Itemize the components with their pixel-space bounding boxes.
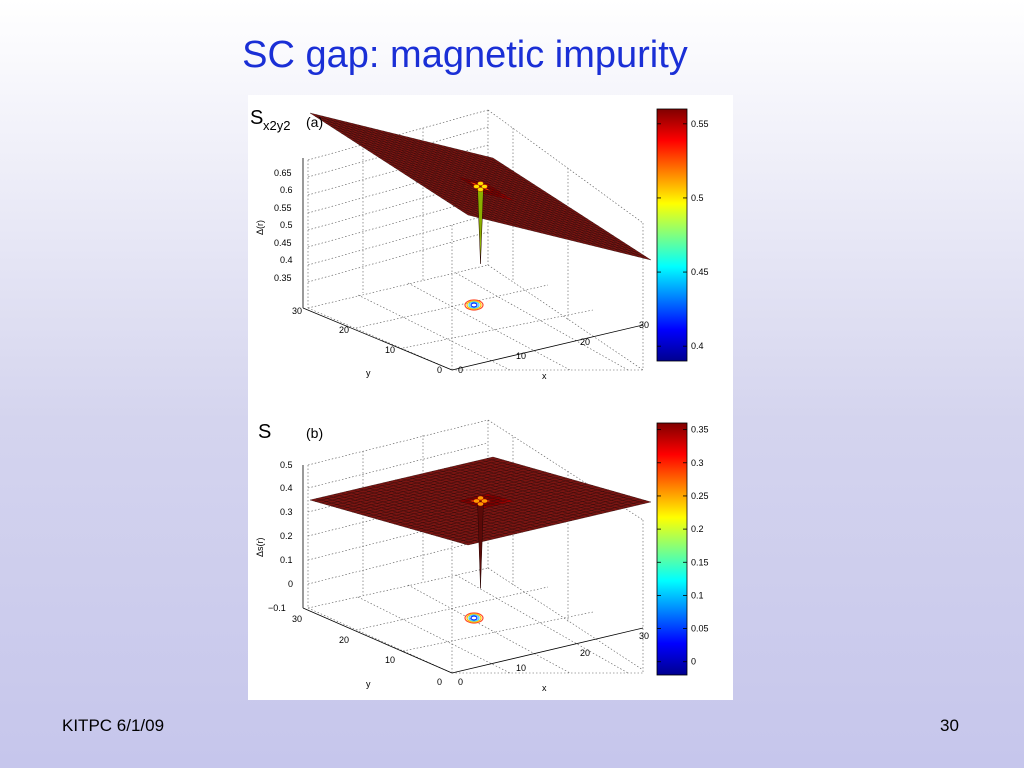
impurity-lobe <box>477 501 484 507</box>
impurity-lobe <box>473 184 480 189</box>
panel-a-ztick: 0.65 <box>274 168 292 178</box>
panel-b-xtick: 30 <box>639 631 649 641</box>
panel-a-xlabel: x <box>542 371 547 381</box>
colorbar-tick-label: 0.4 <box>691 341 704 351</box>
colorbar-tick-label: 0.45 <box>691 267 709 277</box>
colorbar-tick-label: 0.15 <box>691 557 709 567</box>
surface-plots: 0.35 0.4 0.45 0.5 0.55 0.6 0.65 Δ(r) 30 … <box>250 107 709 693</box>
panel-a-ytick: 20 <box>339 325 349 335</box>
panel-b-ztick: 0.4 <box>280 483 293 493</box>
colorbar-tick-label: 0.5 <box>691 193 704 203</box>
footer-left: KITPC 6/1/09 <box>62 716 165 735</box>
contour-line <box>464 612 484 624</box>
panel-a: 0.35 0.4 0.45 0.5 0.55 0.6 0.65 Δ(r) 30 … <box>250 107 709 381</box>
panel-a-contour <box>464 299 484 311</box>
impurity-lobe <box>481 498 488 504</box>
panel-b-grid <box>307 419 644 674</box>
panel-a-ztick: 0.5 <box>280 220 293 230</box>
page-number: 30 <box>940 716 959 735</box>
panel-a-xtick: 10 <box>516 351 526 361</box>
panel-b-ytick: 0 <box>437 677 442 687</box>
colorbar-tick-label: 0.1 <box>691 590 704 600</box>
contour-line <box>468 301 480 309</box>
panel-a-xtick: 20 <box>580 337 590 347</box>
panel-a-ylabel: y <box>366 368 371 378</box>
contour-line <box>466 613 482 623</box>
impurity-lobe <box>477 187 484 192</box>
panel-a-yticks: 30 20 10 0 <box>292 306 442 375</box>
panel-a-colorbar: 0.4 0.45 0.5 0.55 <box>656 108 709 362</box>
panel-a-xticks: 0 10 20 30 <box>458 320 649 375</box>
panel-a-ztick: 0.45 <box>274 238 292 248</box>
panel-a-impurity-dip <box>473 181 488 264</box>
panel-b-ytick: 20 <box>339 635 349 645</box>
colorbar-tick-label: 0.55 <box>691 119 709 129</box>
figure: 0.35 0.4 0.45 0.5 0.55 0.6 0.65 Δ(r) 30 … <box>248 95 733 700</box>
panel-b-ztick: 0.2 <box>280 531 293 541</box>
panel-a-ztick: 0.6 <box>280 185 293 195</box>
panel-a-ztick: 0.35 <box>274 273 292 283</box>
panel-b-contour <box>464 612 484 624</box>
panel-a-symbol: S <box>250 107 263 129</box>
panel-a-ytick: 0 <box>437 365 442 375</box>
colorbar-tick-label: 0.2 <box>691 524 704 534</box>
slide-title: SC gap: magnetic impurity <box>242 34 688 76</box>
panel-b-zlabel: Δs(r) <box>255 537 265 557</box>
panel-b-yticks: 30 20 10 0 <box>292 614 442 687</box>
contour-line <box>464 299 484 311</box>
contour-line <box>466 300 482 310</box>
panel-b-label: (b) <box>306 425 323 441</box>
panel-a-colorbar-bar <box>656 108 688 362</box>
panel-b-ylabel: y <box>366 679 371 689</box>
impurity-lobe <box>477 495 484 501</box>
contour-line <box>468 614 480 622</box>
panel-b-ztick: 0.3 <box>280 507 293 517</box>
colorbar-tick-label: 0.25 <box>691 491 709 501</box>
panel-a-symbol-subscript: x2y2 <box>263 118 290 133</box>
surface-cell <box>639 254 652 261</box>
panel-b-ztick: −0.1 <box>268 603 286 613</box>
panel-a-xtick: 0 <box>458 365 463 375</box>
panel-b-ztick: 0.1 <box>280 555 293 565</box>
panel-b-xlabel: x <box>542 683 547 693</box>
panel-b: −0.1 0 0.1 0.2 0.3 0.4 0.5 Δs(r) 30 20 1… <box>255 419 709 693</box>
panel-b-surface <box>309 456 652 546</box>
impurity-spike <box>477 186 484 264</box>
panel-a-ytick: 30 <box>292 306 302 316</box>
panel-b-symbol: S <box>258 421 271 443</box>
colorbar-tick-label: 0.05 <box>691 624 709 634</box>
panel-a-ztick: 0.55 <box>274 203 292 213</box>
panel-b-impurity-dip <box>473 495 488 589</box>
colorbar-tick-label: 0.3 <box>691 458 704 468</box>
panel-b-ytick: 10 <box>385 655 395 665</box>
panel-b-xtick: 10 <box>516 663 526 673</box>
impurity-lobe <box>477 181 484 186</box>
panel-b-xticks: 0 10 20 30 <box>458 631 649 687</box>
panel-a-ytick: 10 <box>385 345 395 355</box>
panel-a-grid <box>307 109 644 371</box>
panel-b-xtick: 20 <box>580 648 590 658</box>
panel-a-zlabel: Δ(r) <box>255 220 265 235</box>
panel-a-ztick: 0.4 <box>280 255 293 265</box>
impurity-spike <box>477 500 484 589</box>
contour-line <box>470 615 478 621</box>
panel-a-xtick: 30 <box>639 320 649 330</box>
surface-cell <box>638 500 652 504</box>
panel-a-zticks: 0.35 0.4 0.45 0.5 0.55 0.6 0.65 <box>274 168 293 283</box>
panel-a-label: (a) <box>306 114 323 130</box>
colorbar-tick-label: 0.35 <box>691 425 709 435</box>
contour-line <box>470 302 478 308</box>
impurity-lobe <box>481 184 488 189</box>
colorbar-tick-label: 0 <box>691 657 696 667</box>
panel-b-ztick: 0 <box>288 579 293 589</box>
panel-b-ztick: 0.5 <box>280 460 293 470</box>
panel-b-xtick: 0 <box>458 677 463 687</box>
panel-b-ytick: 30 <box>292 614 302 624</box>
panel-b-zticks: −0.1 0 0.1 0.2 0.3 0.4 0.5 <box>268 460 293 613</box>
impurity-lobe <box>473 498 480 504</box>
panel-b-colorbar-bar <box>656 422 688 676</box>
panel-b-colorbar: 0 0.05 0.1 0.15 0.2 0.25 0.3 0.35 <box>656 422 709 676</box>
panel-b-axes <box>302 465 644 674</box>
panel-a-axes <box>302 158 644 371</box>
